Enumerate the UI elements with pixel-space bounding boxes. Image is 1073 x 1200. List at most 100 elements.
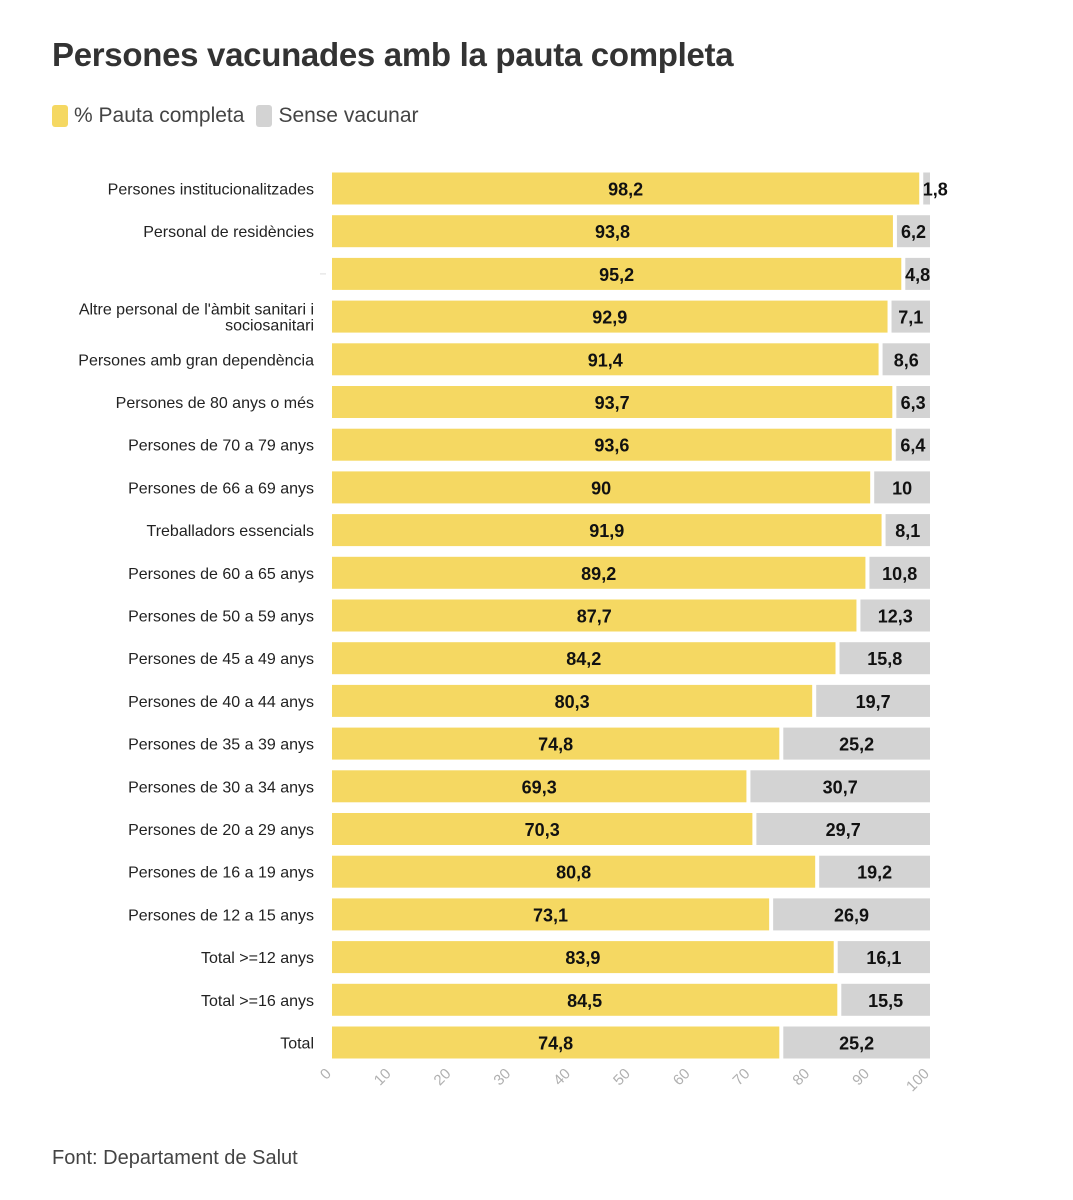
category-label: Total >=12 anys	[201, 950, 314, 967]
legend-label-pauta-completa: % Pauta completa	[74, 104, 245, 127]
bar-pauta-completa	[332, 898, 770, 931]
data-label-sense-vacunar: 25,2	[839, 1034, 874, 1054]
x-tick-label: 90	[849, 1065, 873, 1089]
data-label-sense-vacunar: 8,1	[895, 521, 920, 541]
category-label: Personal de residències	[143, 224, 314, 241]
data-label-pauta-completa: 83,9	[565, 948, 600, 968]
category-label: Persones de 20 a 29 anys	[128, 822, 314, 839]
bar-pauta-completa	[332, 215, 893, 248]
bar-pauta-completa	[332, 343, 879, 376]
bar-pauta-completa	[332, 1026, 780, 1059]
bar-sense-vacunar	[783, 727, 930, 760]
data-label-sense-vacunar: 6,2	[901, 222, 926, 242]
bar-pauta-completa	[332, 983, 838, 1016]
data-label-sense-vacunar: 30,7	[823, 777, 858, 797]
bar-sense-vacunar	[816, 684, 930, 717]
data-label-sense-vacunar: 19,2	[857, 863, 892, 883]
data-label-sense-vacunar: 26,9	[834, 905, 869, 925]
bar-sense-vacunar	[923, 172, 930, 205]
data-label-pauta-completa: 84,5	[567, 991, 602, 1011]
chart-title: Persones vacunades amb la pauta completa	[52, 36, 734, 73]
data-label-pauta-completa: 73,1	[533, 905, 568, 925]
bar-pauta-completa	[332, 386, 893, 418]
bar-sense-vacunar	[773, 898, 930, 931]
data-label-pauta-completa: 95,2	[599, 265, 634, 285]
category-label: Persones de 30 a 34 anys	[128, 779, 314, 796]
data-label-pauta-completa: 80,3	[555, 692, 590, 712]
data-label-pauta-completa: 80,8	[556, 863, 591, 883]
x-tick-label: 50	[610, 1065, 634, 1089]
bar-pauta-completa	[332, 941, 834, 974]
data-label-pauta-completa: 90	[591, 478, 611, 498]
bar-pauta-completa	[332, 471, 871, 504]
x-tick-label: 80	[789, 1065, 813, 1089]
data-label-pauta-completa: 91,9	[589, 521, 624, 541]
x-tick-label: 70	[730, 1065, 754, 1089]
category-label: Total >=16 anys	[201, 993, 314, 1010]
legend-item-pauta-completa: % Pauta completa	[52, 104, 244, 128]
data-label-sense-vacunar: 4,8	[905, 265, 930, 285]
bar-sense-vacunar	[860, 599, 930, 632]
data-label-pauta-completa: 69,3	[522, 777, 557, 797]
category-label: Persones institucionalitzades	[108, 182, 314, 199]
bar-sense-vacunar	[756, 813, 930, 845]
category-label: Total	[280, 1036, 314, 1053]
data-label-sense-vacunar: 8,6	[894, 350, 919, 370]
bar-pauta-completa	[332, 300, 888, 333]
bar-pauta-completa	[332, 642, 836, 675]
data-label-sense-vacunar: 1,8	[923, 180, 948, 200]
bar-sense-vacunar	[819, 855, 930, 888]
data-label-pauta-completa: 91,4	[588, 350, 623, 370]
data-label-pauta-completa: 74,8	[538, 735, 573, 755]
category-label: Persones de 12 a 15 anys	[128, 907, 314, 924]
category-label: Persones de 16 a 19 anys	[128, 865, 314, 882]
category-label: Altre personal de l'àmbit sanitari i soci…	[79, 302, 314, 335]
data-label-sense-vacunar: 10	[892, 478, 912, 498]
bar-sense-vacunar	[895, 428, 930, 461]
data-label-pauta-completa: 70,3	[525, 820, 560, 840]
data-label-pauta-completa: 92,9	[592, 308, 627, 328]
x-tick-label: 30	[490, 1065, 514, 1089]
x-tick-label: 20	[431, 1065, 455, 1089]
bar-sense-vacunar	[750, 770, 930, 803]
category-label: Persones de 66 a 69 anys	[128, 480, 314, 497]
legend-swatch-pauta-completa	[52, 105, 68, 127]
data-label-sense-vacunar: 19,7	[856, 692, 891, 712]
x-tick-label: 100	[903, 1065, 933, 1095]
bar-sense-vacunar	[869, 556, 930, 589]
bar-sense-vacunar	[783, 1026, 930, 1059]
data-label-pauta-completa: 89,2	[581, 564, 616, 584]
bar-sense-vacunar	[896, 386, 930, 418]
x-tick-label: 0	[317, 1065, 335, 1083]
data-label-sense-vacunar: 7,1	[898, 308, 923, 328]
bar-pauta-completa	[332, 770, 747, 803]
bar-sense-vacunar	[891, 300, 930, 333]
source-note: Font: Departament de Salut	[52, 1147, 298, 1169]
category-label: Persones de 70 a 79 anys	[128, 438, 314, 455]
category-label: Persones de 35 a 39 anys	[128, 737, 314, 754]
data-label-pauta-completa: 87,7	[577, 607, 612, 627]
category-label: Treballadors essencials	[147, 523, 314, 540]
data-label-pauta-completa: 93,7	[595, 393, 630, 413]
bar-pauta-completa	[332, 855, 816, 888]
bar-sense-vacunar	[905, 257, 930, 290]
x-tick-label: 40	[550, 1065, 574, 1089]
data-label-pauta-completa: 93,8	[595, 222, 630, 242]
data-label-pauta-completa: 84,2	[566, 649, 601, 669]
legend: % Pauta completa Sense vacunar	[52, 104, 431, 128]
category-label: Persones de 80 anys o més	[116, 395, 314, 412]
category-label: Persones de 45 a 49 anys	[128, 651, 314, 668]
bar-pauta-completa	[332, 727, 780, 760]
data-label-sense-vacunar: 12,3	[878, 607, 913, 627]
bar-sense-vacunar	[896, 215, 930, 248]
data-label-sense-vacunar: 6,4	[900, 436, 925, 456]
bar-pauta-completa	[332, 813, 753, 845]
category-label: Persones de 40 a 44 anys	[128, 694, 314, 711]
bar-sense-vacunar	[841, 983, 930, 1016]
category-label: Persones de 60 a 65 anys	[128, 566, 314, 583]
x-tick-label: 10	[371, 1065, 395, 1089]
legend-item-sense-vacunar: Sense vacunar	[256, 104, 419, 128]
legend-label-sense-vacunar: Sense vacunar	[278, 104, 419, 127]
bar-sense-vacunar	[885, 514, 930, 547]
bar-sense-vacunar	[874, 471, 930, 504]
